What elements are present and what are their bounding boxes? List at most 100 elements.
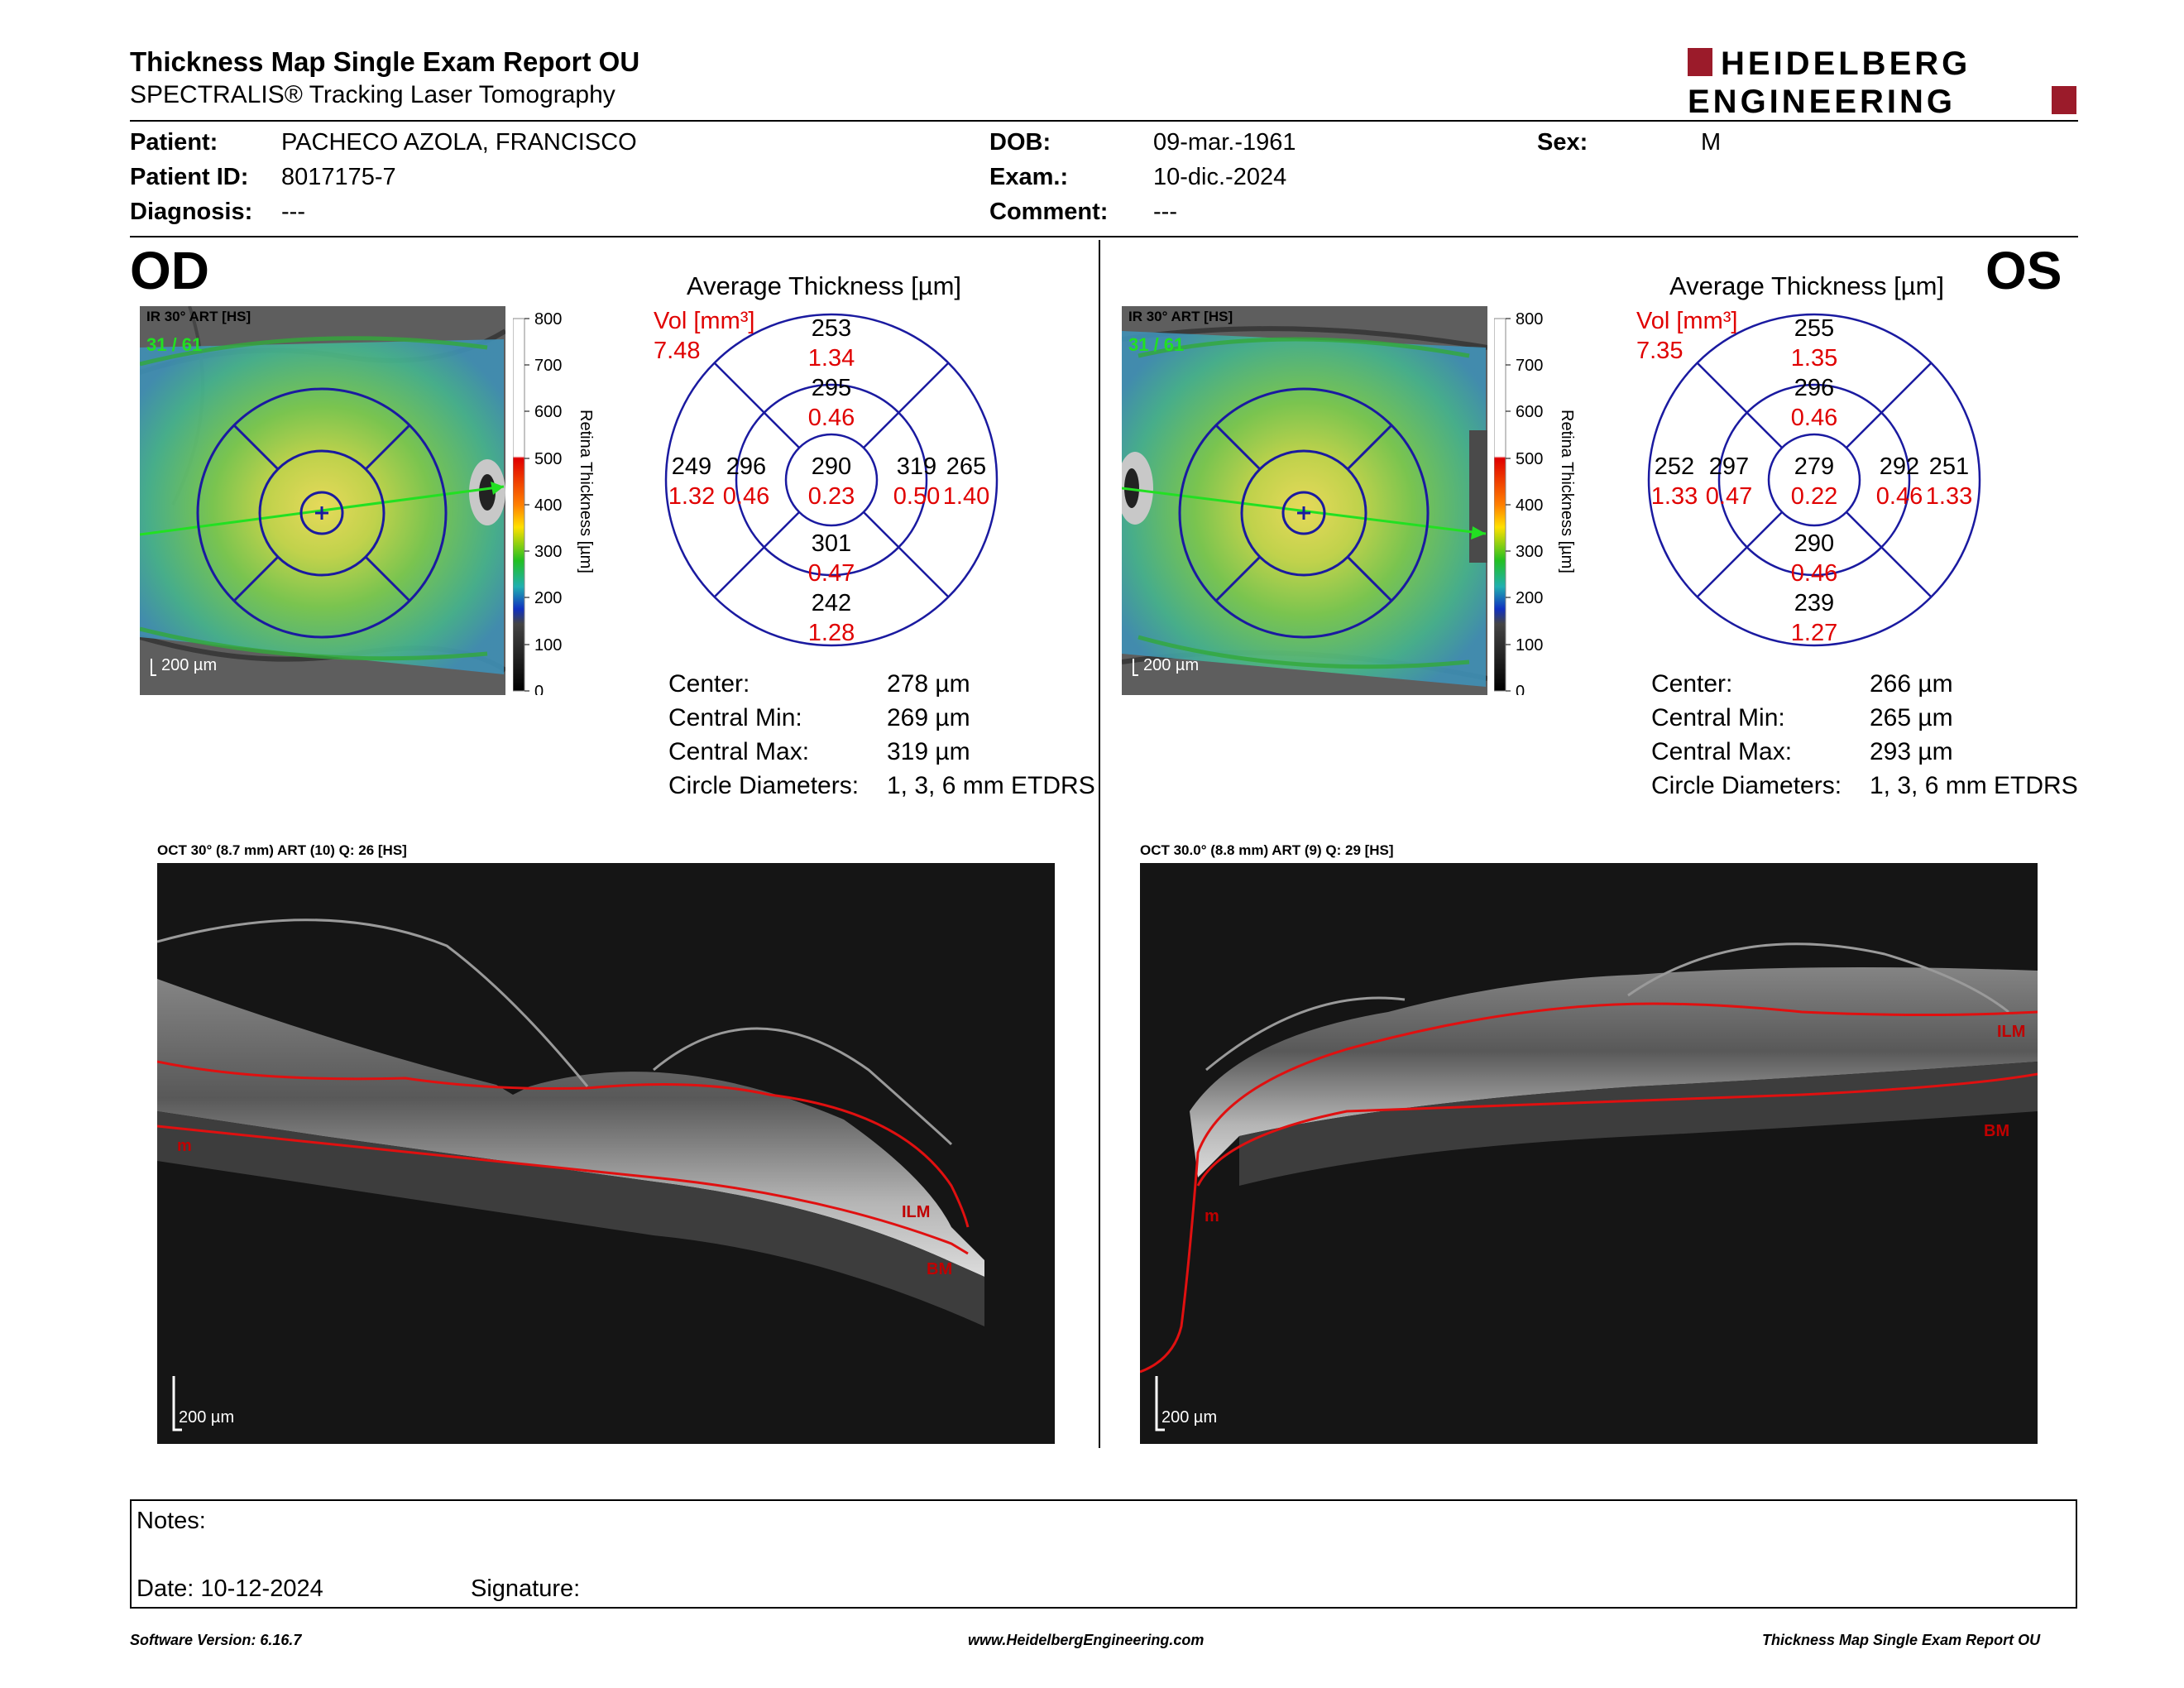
- os-outer-left-volume: 1.33: [1651, 483, 1698, 510]
- od-bm-label: BM: [927, 1260, 952, 1278]
- colorbar-tick: 600: [1516, 403, 1543, 421]
- os-min-label: Central Min:: [1651, 704, 1785, 731]
- colorbar-tick: 800: [534, 310, 562, 328]
- logo-line-1: HEIDELBERG: [1721, 46, 1971, 82]
- od-min-label: Central Min:: [668, 704, 802, 731]
- os-etdrs-grid: 255 1.35 296 0.46 279 0.22 297 0.47 292 …: [1647, 313, 1981, 647]
- os-outer-left-thickness: 252: [1655, 453, 1694, 480]
- od-inner-right-volume: 0.50: [893, 483, 940, 510]
- os-ir-counter: 31 / 61: [1128, 334, 1184, 355]
- comment-label: Comment:: [989, 199, 1109, 225]
- os-min-value: 265 µm: [1870, 704, 1953, 731]
- exam-label: Exam.:: [989, 164, 1069, 190]
- report-title: Thickness Map Single Exam Report OU: [130, 46, 640, 77]
- signature-label: Signature:: [471, 1575, 581, 1602]
- patient-label: Patient:: [130, 129, 218, 156]
- logo-line-2: ENGINEERING: [1688, 84, 1956, 117]
- od-outer-left-volume: 1.32: [668, 483, 715, 510]
- colorbar-label: Retina Thickness [µm]: [1558, 410, 1576, 573]
- os-center-value: 266 µm: [1870, 670, 1953, 698]
- os-ilm-label: ILM: [1997, 1023, 2025, 1041]
- patient-name: PACHECO AZOLA, FRANCISCO: [281, 129, 637, 156]
- colorbar-tick: 100: [534, 636, 562, 655]
- colorbar-tick: 200: [1516, 589, 1543, 607]
- od-outer-right-thickness: 265: [946, 453, 986, 480]
- os-outer-top-volume: 1.35: [1791, 345, 1837, 372]
- od-ir-fundus-image: IR 30° ART [HS] 31 / 61 200 µm: [140, 306, 505, 695]
- od-inner-bottom-volume: 0.47: [808, 560, 855, 587]
- colorbar-label: Retina Thickness [µm]: [577, 410, 595, 573]
- os-bm-label: BM: [1984, 1122, 2009, 1140]
- sex-label: Sex:: [1537, 129, 1588, 156]
- comment-value: ---: [1153, 199, 1177, 225]
- colorbar-tick: 500: [1516, 450, 1543, 468]
- od-eye-label: OD: [130, 241, 209, 300]
- od-inner-right-thickness: 319: [897, 453, 936, 480]
- footer-website-link[interactable]: www.HeidelbergEngineering.com: [968, 1632, 1205, 1648]
- os-inner-top-volume: 0.46: [1791, 405, 1837, 431]
- od-outer-bottom-volume: 1.28: [808, 620, 855, 646]
- od-diam-label: Circle Diameters:: [668, 772, 860, 799]
- od-diam-value: 1, 3, 6 mm ETDRS: [887, 772, 1095, 799]
- patient-id: 8017175-7: [281, 164, 396, 190]
- od-inner-top-volume: 0.46: [808, 405, 855, 431]
- od-vol-label: Vol [mm³]: [654, 308, 755, 334]
- od-inner-bottom-thickness: 301: [812, 530, 851, 557]
- os-ir-label: IR 30° ART [HS]: [1128, 309, 1233, 324]
- os-avg-thickness-title: Average Thickness [µm]: [1669, 271, 1945, 300]
- od-outer-bottom-thickness: 242: [812, 590, 851, 616]
- od-outer-left-thickness: 249: [672, 453, 711, 480]
- od-outer-right-volume: 1.40: [943, 483, 989, 510]
- os-inner-right-thickness: 292: [1880, 453, 1919, 480]
- os-outer-right-thickness: 251: [1929, 453, 1969, 480]
- od-ir-scale: 200 µm: [161, 656, 217, 674]
- colorbar-tick: 400: [1516, 496, 1543, 515]
- od-inner-left-thickness: 296: [726, 453, 766, 480]
- od-center-label: Center:: [668, 670, 750, 698]
- colorbar-tick: 700: [534, 357, 562, 375]
- colorbar-tick: 500: [534, 450, 562, 468]
- os-eye-label: OS: [1985, 241, 2062, 300]
- os-inner-bottom-volume: 0.46: [1791, 560, 1837, 587]
- od-avg-thickness-title: Average Thickness [µm]: [687, 271, 962, 300]
- od-outer-top-thickness: 253: [812, 315, 851, 342]
- od-thickness-colorbar: 800 700 600 500 400 300 200 100 0 Retina…: [513, 310, 595, 695]
- os-max-value: 293 µm: [1870, 738, 1953, 765]
- colorbar-tick: 0: [1516, 683, 1525, 695]
- od-inner-left-volume: 0.46: [723, 483, 769, 510]
- os-diam-label: Circle Diameters:: [1651, 772, 1842, 799]
- od-vol-value: 7.48: [654, 338, 701, 364]
- footer-software-version: Software Version: 6.16.7: [130, 1632, 302, 1648]
- od-center-value: 278 µm: [887, 670, 970, 698]
- dob-label: DOB:: [989, 129, 1051, 156]
- notes-label: Notes:: [136, 1508, 206, 1534]
- patient-rule: [130, 236, 2078, 237]
- od-oct-scale: 200 µm: [179, 1408, 234, 1427]
- od-min-value: 269 µm: [887, 704, 970, 731]
- od-oct-bscan: ILM BM m 200 µm: [157, 863, 1055, 1444]
- dob-value: 09-mar.-1961: [1153, 129, 1296, 156]
- os-oct-label: OCT 30.0° (8.8 mm) ART (9) Q: 29 [HS]: [1140, 842, 1394, 858]
- colorbar-tick: 600: [534, 403, 562, 421]
- colorbar-tick: 800: [1516, 310, 1543, 328]
- os-m-label: m: [1205, 1207, 1219, 1225]
- od-ir-counter: 31 / 61: [146, 334, 202, 355]
- eye-divider: [1099, 240, 1100, 1448]
- os-vol-label: Vol [mm³]: [1636, 308, 1738, 334]
- patient-id-label: Patient ID:: [130, 164, 249, 190]
- os-inner-left-volume: 0.47: [1706, 483, 1752, 510]
- colorbar-tick: 400: [534, 496, 562, 515]
- diagnosis-label: Diagnosis:: [130, 199, 253, 225]
- os-vol-value: 7.35: [1636, 338, 1684, 364]
- notes-box[interactable]: Notes: Date: 10-12-2024 Signature:: [130, 1499, 2077, 1609]
- colorbar-tick: 300: [534, 543, 562, 561]
- os-inner-right-volume: 0.46: [1876, 483, 1923, 510]
- od-etdrs-grid: 253 1.34 295 0.46 290 0.23 296 0.46 319 …: [664, 313, 999, 647]
- os-oct-bscan: ILM BM m 200 µm: [1140, 863, 2038, 1444]
- date-label: Date: 10-12-2024: [136, 1575, 323, 1602]
- od-center-thickness: 290: [812, 453, 851, 480]
- os-outer-top-thickness: 255: [1794, 315, 1834, 342]
- os-oct-scale: 200 µm: [1161, 1408, 1217, 1427]
- header-rule: [130, 120, 2078, 122]
- colorbar-tick: 0: [534, 683, 544, 695]
